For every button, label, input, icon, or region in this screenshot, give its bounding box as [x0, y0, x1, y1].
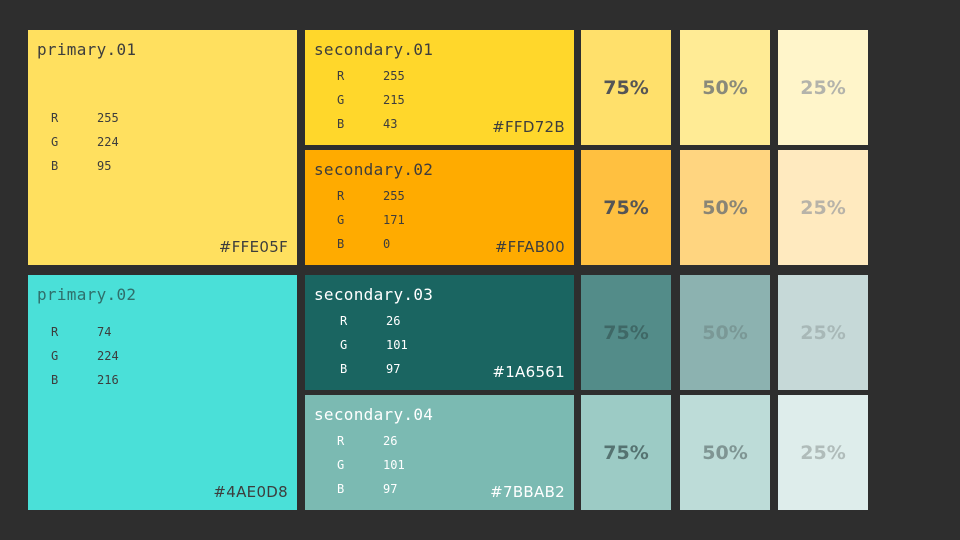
- channel-label: R: [337, 189, 345, 203]
- channel-label: B: [51, 373, 59, 387]
- hex-code: #FFD72B: [492, 118, 565, 136]
- channel-label: B: [337, 237, 345, 251]
- channel-label: G: [51, 135, 59, 149]
- secondary-01-swatch: secondary.01 R 255 G 215 B 43 #FFD72B: [305, 30, 574, 145]
- swatch-name: primary.02: [37, 285, 137, 304]
- secondary-03-swatch: secondary.03 R 26 G 101 B 97 #1A6561: [305, 275, 574, 390]
- channel-label: B: [51, 159, 59, 173]
- tint-25-swatch: 25%: [778, 30, 868, 145]
- channel-label: R: [340, 314, 348, 328]
- rgb-values: R 255 G 171 B 0: [337, 184, 405, 256]
- hex-code: #7BBAB2: [490, 483, 565, 501]
- channel-label: G: [340, 338, 348, 352]
- tint-label: 50%: [702, 321, 748, 344]
- green-value: 224: [97, 349, 119, 363]
- channel-label: G: [337, 93, 345, 107]
- blue-value: 97: [383, 482, 398, 496]
- rgb-values: R 255 G 215 B 43: [337, 64, 405, 136]
- channel-label: G: [337, 213, 345, 227]
- channel-label: B: [337, 482, 345, 496]
- rgb-values: R 26 G 101 B 97: [340, 309, 408, 381]
- tint-75-swatch: 75%: [581, 30, 671, 145]
- channel-label: G: [51, 349, 59, 363]
- swatch-name: primary.01: [37, 40, 137, 59]
- channel-label: R: [337, 69, 345, 83]
- secondary-04-swatch: secondary.04 R 26 G 101 B 97 #7BBAB2: [305, 395, 574, 510]
- tint-label: 75%: [603, 441, 649, 464]
- green-value: 224: [97, 135, 119, 149]
- red-value: 255: [383, 69, 405, 83]
- channel-label: B: [340, 362, 348, 376]
- green-value: 101: [383, 458, 405, 472]
- tint-75-swatch: 75%: [581, 150, 671, 265]
- tint-75-swatch: 75%: [581, 395, 671, 510]
- blue-value: 0: [383, 237, 391, 251]
- primary-02-swatch: primary.02 R 74 G 224 B 216 #4AE0D8: [28, 275, 297, 510]
- tint-50-swatch: 50%: [680, 395, 770, 510]
- tint-50-swatch: 50%: [680, 150, 770, 265]
- tint-label: 25%: [800, 196, 846, 219]
- red-value: 255: [383, 189, 405, 203]
- tint-label: 50%: [702, 441, 748, 464]
- tint-label: 75%: [603, 76, 649, 99]
- channel-label: R: [337, 434, 345, 448]
- channel-label: R: [51, 111, 59, 125]
- swatch-name: secondary.02: [314, 160, 434, 179]
- red-value: 255: [97, 111, 119, 125]
- channel-label: R: [51, 325, 59, 339]
- tint-label: 25%: [800, 441, 846, 464]
- tint-label: 25%: [800, 76, 846, 99]
- tint-75-swatch: 75%: [581, 275, 671, 390]
- blue-value: 97: [386, 362, 401, 376]
- primary-01-swatch: primary.01 R 255 G 224 B 95 #FFE05F: [28, 30, 297, 265]
- red-value: 26: [386, 314, 401, 328]
- channel-label: G: [337, 458, 345, 472]
- rgb-values: R 255 G 224 B 95: [51, 106, 119, 178]
- tint-50-swatch: 50%: [680, 275, 770, 390]
- hex-code: #1A6561: [492, 363, 565, 381]
- tint-25-swatch: 25%: [778, 395, 868, 510]
- blue-value: 43: [383, 117, 398, 131]
- tint-label: 50%: [702, 76, 748, 99]
- tint-50-swatch: 50%: [680, 30, 770, 145]
- tint-25-swatch: 25%: [778, 150, 868, 265]
- swatch-name: secondary.01: [314, 40, 434, 59]
- red-value: 26: [383, 434, 398, 448]
- channel-label: B: [337, 117, 345, 131]
- red-value: 74: [97, 325, 112, 339]
- green-value: 215: [383, 93, 405, 107]
- green-value: 101: [386, 338, 408, 352]
- tint-label: 75%: [603, 321, 649, 344]
- tint-label: 50%: [702, 196, 748, 219]
- tint-label: 75%: [603, 196, 649, 219]
- secondary-02-swatch: secondary.02 R 255 G 171 B 0 #FFAB00: [305, 150, 574, 265]
- hex-code: #FFE05F: [218, 238, 288, 256]
- green-value: 171: [383, 213, 405, 227]
- swatch-name: secondary.04: [314, 405, 434, 424]
- tint-label: 25%: [800, 321, 846, 344]
- swatch-name: secondary.03: [314, 285, 434, 304]
- hex-code: #4AE0D8: [213, 483, 288, 501]
- rgb-values: R 74 G 224 B 216: [51, 320, 119, 392]
- blue-value: 95: [97, 159, 112, 173]
- tint-25-swatch: 25%: [778, 275, 868, 390]
- blue-value: 216: [97, 373, 119, 387]
- rgb-values: R 26 G 101 B 97: [337, 429, 405, 501]
- hex-code: #FFAB00: [494, 238, 565, 256]
